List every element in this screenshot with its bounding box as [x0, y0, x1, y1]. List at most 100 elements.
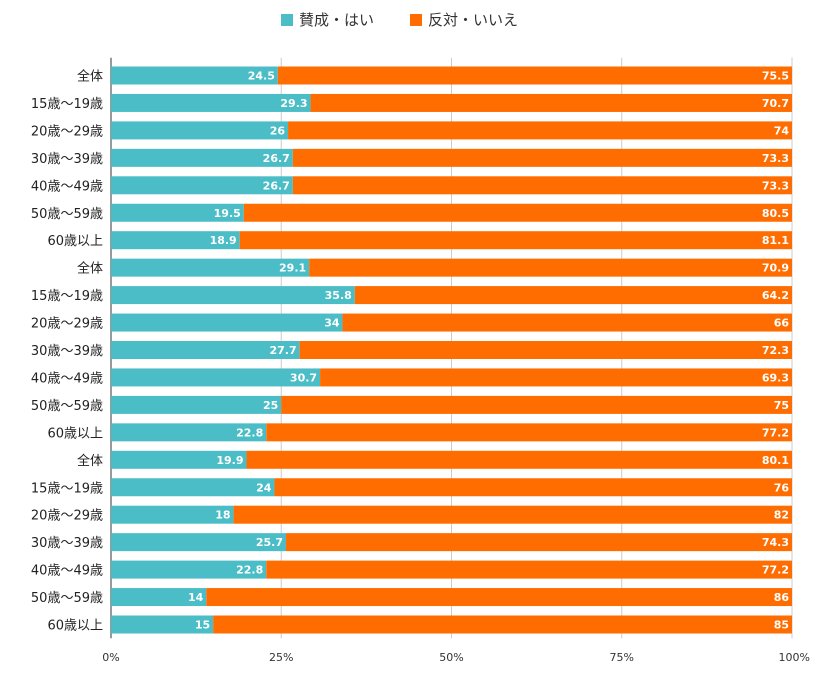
- data-label-no: 73.3: [762, 179, 789, 192]
- data-label-no: 77.2: [762, 426, 789, 439]
- legend-swatch-2: [410, 14, 422, 26]
- data-label-yes: 27.7: [269, 344, 296, 357]
- data-label-yes: 22.8: [236, 426, 263, 439]
- data-label-yes: 14: [188, 591, 204, 604]
- bar-no: [342, 313, 792, 332]
- data-label-yes: 26: [270, 124, 286, 137]
- category-label: 15歳〜19歳: [31, 97, 103, 112]
- bar-yes: [111, 560, 267, 579]
- bar-yes: [111, 395, 282, 414]
- bar-no: [320, 368, 792, 387]
- category-label: 30歳〜39歳: [31, 536, 103, 551]
- bar-no: [239, 231, 793, 250]
- data-label-no: 81.1: [762, 234, 789, 247]
- bar-yes: [111, 93, 311, 112]
- bar-no: [309, 258, 792, 277]
- data-label-no: 64.2: [762, 289, 789, 302]
- data-label-yes: 18: [215, 509, 230, 522]
- category-label: 20歳〜29歳: [31, 124, 103, 139]
- bar-no: [292, 148, 792, 167]
- category-label: 30歳〜39歳: [31, 152, 103, 167]
- x-tick-label: 0%: [102, 651, 119, 664]
- bar-yes: [111, 313, 343, 332]
- data-label-yes: 26.7: [263, 152, 290, 165]
- bar-yes: [111, 148, 293, 167]
- category-label: 60歳以上: [47, 619, 103, 634]
- category-label: 40歳〜49歳: [31, 371, 103, 386]
- bar-yes: [111, 368, 321, 387]
- data-label-yes: 22.8: [236, 564, 263, 577]
- data-label-yes: 34: [324, 317, 340, 330]
- data-label-no: 76: [774, 481, 790, 494]
- category-label: 15歳〜19歳: [31, 289, 103, 304]
- bar-yes: [111, 450, 247, 469]
- category-label: 全体: [77, 453, 103, 469]
- category-label: 40歳〜49歳: [31, 179, 103, 194]
- category-labels: 全体 15歳〜19歳 20歳〜29歳 30歳〜39歳 40歳〜49歳 50歳〜59歳 60歳…: [31, 69, 103, 634]
- category-label: 60歳以上: [47, 234, 103, 249]
- data-label-no: 77.2: [762, 564, 789, 577]
- data-label-no: 85: [774, 619, 789, 632]
- data-label-no: 73.3: [762, 152, 789, 165]
- bar-no: [286, 533, 792, 552]
- bar-group: 24.5 75.5 29.3 70.7 26 74 26.7 73.3 26.7 73.3 19.5…: [111, 66, 793, 634]
- bar-yes: [111, 423, 267, 442]
- bar-yes: [111, 176, 293, 195]
- bar-yes: [111, 615, 214, 634]
- category-label: 50歳〜59歳: [31, 399, 103, 414]
- legend: 賛成・はい 反対・いいえ: [281, 11, 518, 29]
- x-axis-ticks: 0% 25% 50% 75% 100%: [102, 651, 810, 664]
- category-label: 60歳以上: [47, 426, 103, 441]
- data-label-yes: 29.3: [280, 97, 307, 110]
- x-tick-label: 100%: [779, 651, 810, 664]
- bar-yes: [111, 203, 244, 222]
- bar-yes: [111, 505, 234, 524]
- category-label: 20歳〜29歳: [31, 317, 103, 332]
- data-label-no: 80.1: [762, 454, 789, 467]
- data-label-yes: 25: [263, 399, 278, 412]
- data-label-no: 75.5: [762, 70, 789, 83]
- bar-yes: [111, 258, 310, 277]
- bar-no: [246, 450, 793, 469]
- legend-label-2: 反対・いいえ: [428, 11, 518, 29]
- legend-label-1: 賛成・はい: [299, 11, 374, 29]
- bar-no: [288, 121, 792, 140]
- category-label: 全体: [77, 69, 103, 85]
- legend-swatch-1: [281, 14, 293, 26]
- bar-yes: [111, 286, 355, 305]
- category-label: 全体: [77, 261, 103, 277]
- bar-no: [274, 478, 792, 497]
- data-label-no: 75: [774, 399, 789, 412]
- data-label-no: 69.3: [762, 371, 789, 384]
- category-label: 20歳〜29歳: [31, 509, 103, 524]
- data-label-no: 86: [774, 591, 790, 604]
- data-label-no: 74: [774, 124, 790, 137]
- bar-no: [266, 560, 792, 579]
- bar-no: [233, 505, 792, 524]
- data-label-no: 80.5: [762, 207, 789, 220]
- bar-no: [299, 341, 792, 359]
- data-label-no: 66: [774, 317, 790, 330]
- data-label-yes: 24: [256, 481, 272, 494]
- bar-yes: [111, 121, 289, 140]
- bar-no: [281, 395, 792, 414]
- bar-no: [310, 93, 792, 112]
- bar-no: [243, 203, 793, 222]
- data-label-no: 82: [774, 509, 789, 522]
- category-label: 50歳〜59歳: [31, 207, 103, 222]
- bar-yes: [111, 478, 275, 497]
- bar-no: [213, 615, 792, 634]
- x-tick-label: 25%: [269, 651, 293, 664]
- data-label-no: 74.3: [762, 536, 789, 549]
- bar-no: [354, 286, 792, 305]
- data-label-yes: 19.9: [216, 454, 243, 467]
- category-label: 15歳〜19歳: [31, 481, 103, 496]
- bar-yes: [111, 341, 300, 359]
- bar-yes: [111, 533, 287, 552]
- data-label-yes: 29.1: [279, 262, 306, 275]
- category-label: 30歳〜39歳: [31, 344, 103, 359]
- data-label-no: 70.9: [762, 262, 789, 275]
- data-label-no: 70.7: [762, 97, 789, 110]
- data-label-yes: 15: [195, 619, 210, 632]
